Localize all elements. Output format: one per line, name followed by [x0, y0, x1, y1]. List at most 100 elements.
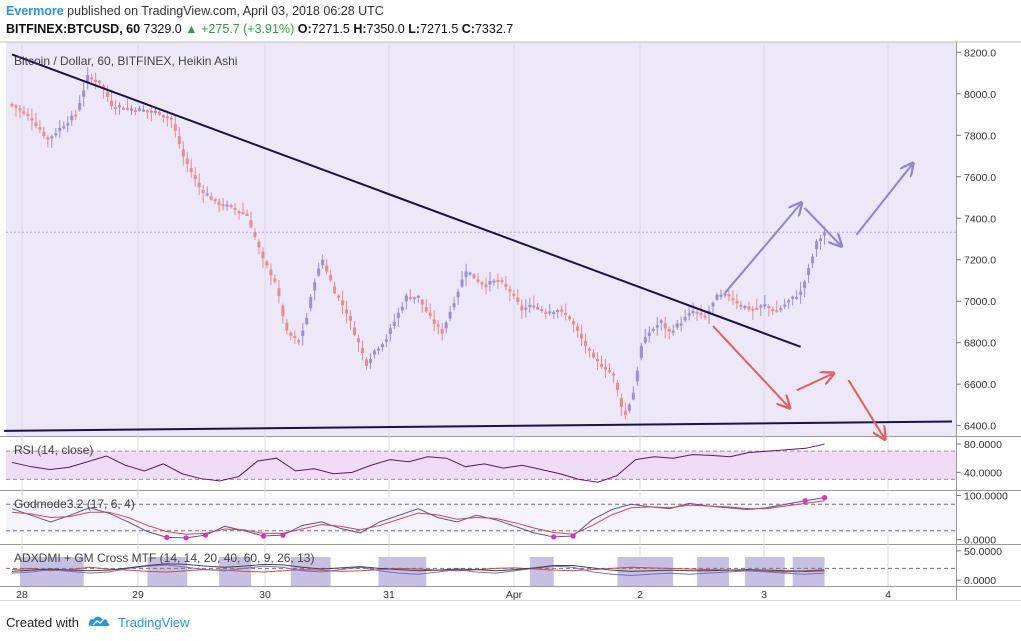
created-with-text: Created with — [6, 615, 79, 630]
candle-body — [751, 308, 755, 311]
candle-body — [735, 300, 739, 304]
time-tick-label: Apr — [506, 589, 523, 600]
candle-body — [46, 137, 50, 140]
candle-body — [695, 311, 699, 314]
candle-body — [576, 326, 580, 331]
candle-body — [715, 294, 719, 300]
candle-body — [361, 347, 364, 353]
candle-body — [807, 268, 811, 275]
candle-body — [165, 116, 169, 119]
candle-body — [153, 110, 157, 113]
candle-body — [26, 113, 30, 116]
candle-body — [293, 335, 297, 338]
candle-body — [289, 332, 293, 336]
projection-arrow-down — [712, 325, 789, 407]
candle-body — [50, 136, 54, 139]
candle-body — [388, 328, 392, 334]
candle-body — [687, 313, 691, 316]
candle-body — [225, 204, 229, 207]
candle-body — [504, 284, 508, 287]
candle-body — [472, 274, 476, 279]
candle-body — [309, 297, 313, 309]
candle-body — [448, 311, 452, 319]
candle-body — [62, 126, 66, 129]
symbol-info: BITFINEX:BTCUSD, 60 7329.0 ▲ +275.7 (+3.… — [6, 22, 513, 36]
price-change: +275.7 (+3.91%) — [201, 22, 295, 36]
candle-body — [544, 311, 548, 314]
tradingview-brand[interactable]: TradingView — [118, 615, 190, 630]
candle-body — [711, 302, 715, 307]
candle-body — [747, 306, 751, 310]
candle-body — [512, 293, 516, 296]
rsi-pane-title: RSI (14, close) — [14, 443, 93, 457]
candle-body — [18, 108, 22, 111]
price-pane — [6, 42, 956, 436]
candle-body — [42, 131, 46, 137]
tradingview-logo-icon[interactable] — [88, 613, 112, 629]
author-name[interactable]: Evermore — [6, 4, 64, 18]
price-tick-label: 7200.0 — [964, 255, 996, 267]
candle-body — [823, 232, 827, 236]
candle-body — [464, 271, 468, 277]
candle-body — [739, 304, 743, 307]
candle-body — [496, 280, 500, 283]
candle-body — [10, 103, 14, 106]
candle-body — [476, 279, 480, 282]
footer: Created with TradingView — [0, 600, 1021, 641]
extreme-dot — [551, 534, 557, 540]
indicator-tick-label: 0.0000 — [964, 535, 996, 547]
candle-body — [468, 272, 472, 275]
candle-body — [548, 311, 552, 314]
extreme-dot — [570, 533, 576, 539]
time-tick-label: 2 — [637, 589, 643, 600]
candle-body — [815, 241, 819, 250]
candle-body — [568, 316, 572, 320]
candle-body — [297, 339, 301, 343]
candle-body — [237, 211, 241, 214]
candle-body — [703, 315, 707, 318]
adx-line-1 — [11, 564, 825, 576]
rsi-line-0 — [11, 443, 825, 483]
candle-body — [313, 282, 317, 291]
indicator-tick-label: 0.0000 — [964, 575, 996, 587]
candle-body — [651, 328, 655, 331]
candle-body — [205, 193, 209, 196]
candle-body — [560, 309, 564, 312]
extreme-dot — [821, 495, 828, 501]
candle-body — [631, 392, 635, 400]
projection-arrow-up — [724, 204, 801, 294]
candle-body — [456, 291, 460, 298]
candle-body — [209, 196, 213, 200]
indicator-tick-label: 100.0000 — [964, 490, 1008, 502]
candle-body — [58, 127, 62, 132]
candle-body — [763, 304, 767, 307]
candle-body — [615, 382, 619, 390]
candle-body — [580, 333, 584, 339]
candle-body — [349, 316, 353, 321]
candle-body — [94, 79, 98, 82]
candle-body — [600, 363, 603, 367]
candle-body — [675, 323, 679, 328]
candle-body — [201, 189, 205, 194]
candle-body — [623, 410, 627, 416]
candle-body — [667, 328, 671, 332]
candle-body — [508, 289, 512, 292]
candle-body — [78, 102, 82, 110]
chart-canvas[interactable]: 8200.0 8000.0 7800.0 7600.0 7400.0 7200.0 7000… — [0, 0, 1021, 600]
candle-body — [122, 107, 126, 110]
candle-body — [771, 309, 775, 312]
candle-body — [269, 269, 273, 276]
trendline — [4, 420, 953, 432]
price-tick-label: 8000.0 — [964, 89, 996, 101]
candle-body — [791, 296, 795, 299]
candle-body — [130, 108, 133, 111]
time-tick-label: 31 — [383, 589, 395, 600]
candle-body — [66, 123, 70, 126]
candle-body — [420, 299, 424, 305]
candle-body — [133, 110, 137, 113]
candle-body — [30, 118, 34, 121]
candle-body — [607, 370, 611, 373]
candle-body — [592, 352, 596, 358]
candle-body — [743, 305, 747, 308]
candle-body — [281, 305, 285, 317]
